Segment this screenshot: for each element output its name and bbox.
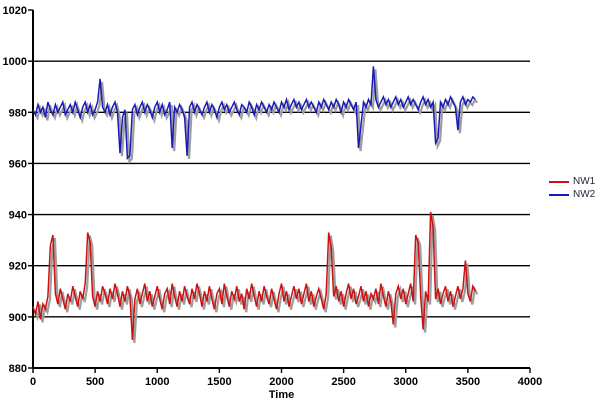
y-tick-label-1020: 1020: [3, 5, 27, 17]
y-tick-label-980: 980: [9, 107, 27, 119]
legend-swatch-NW2: [549, 193, 569, 196]
y-tick-label-880: 880: [9, 363, 27, 375]
x-tick-label-2000: 2000: [269, 376, 293, 388]
x-tick-label-3000: 3000: [394, 376, 418, 388]
legend: NW1 NW2: [549, 176, 595, 200]
series-line-NW2: [32, 66, 476, 161]
y-tick-label-960: 960: [9, 158, 27, 170]
x-tick-label-1500: 1500: [207, 376, 231, 388]
legend-label-NW1: NW1: [573, 176, 596, 187]
series-shadow-NW2: [34, 69, 479, 164]
x-tick-label-4000: 4000: [518, 376, 542, 388]
series-line-NW1: [32, 211, 476, 340]
y-tick-label-1000: 1000: [3, 56, 27, 68]
x-tick-label-2500: 2500: [331, 376, 355, 388]
x-axis-title: Time: [268, 389, 295, 401]
legend-swatch-NW1: [549, 180, 569, 183]
x-tick-label-1000: 1000: [145, 376, 169, 388]
y-tick-label-920: 920: [9, 261, 27, 273]
x-tick-label-0: 0: [30, 376, 36, 388]
y-tick-label-900: 900: [9, 312, 27, 324]
series-shadow-NW1: [33, 214, 479, 343]
legend-item-NW2: NW2: [549, 189, 595, 200]
x-tick-label-3500: 3500: [456, 376, 480, 388]
x-tick-label-500: 500: [86, 376, 104, 388]
legend-label-NW2: NW2: [573, 189, 596, 200]
legend-item-NW1: NW1: [549, 176, 595, 187]
y-tick-label-940: 940: [9, 210, 27, 222]
